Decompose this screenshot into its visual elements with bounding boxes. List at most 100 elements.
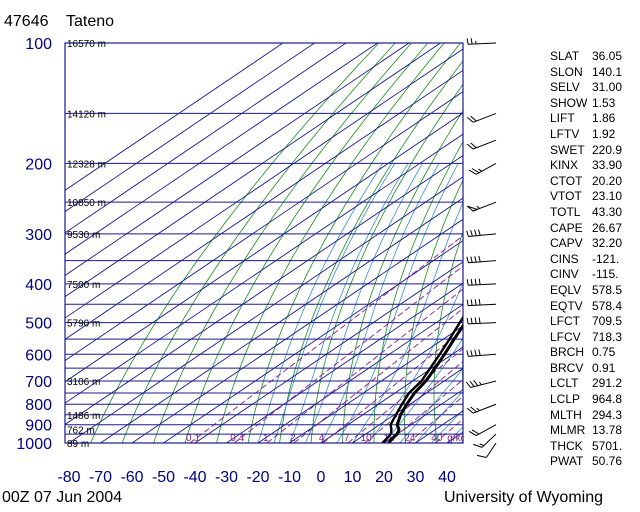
stat-row: CTOT 20.20 xyxy=(550,174,638,190)
stat-value: 13.78 xyxy=(592,423,623,438)
stat-row: CAPE 26.67 xyxy=(550,221,638,237)
wind-barb-staff xyxy=(472,403,497,414)
temperature-tick-label: -10 xyxy=(278,469,301,486)
wind-barb-flag xyxy=(466,350,469,357)
station-name: Tateno xyxy=(66,13,115,30)
stat-key: TOTL xyxy=(550,204,581,219)
wind-barbs xyxy=(466,38,497,458)
stat-row: BRCV 0.91 xyxy=(550,361,638,377)
stat-key: SELV xyxy=(550,80,580,95)
isotherm-line xyxy=(226,282,463,443)
stat-value: 33.90 xyxy=(592,158,623,173)
temperature-profile-line xyxy=(387,323,463,443)
isotherm-grid xyxy=(65,43,463,443)
stat-key: PWAT xyxy=(550,454,584,469)
wind-barb-half-flag xyxy=(475,40,477,45)
wind-barb-flag xyxy=(466,317,469,324)
height-label: 762 m xyxy=(67,425,95,436)
isotherm-line xyxy=(65,69,463,340)
wind-barb-flag xyxy=(466,256,469,263)
pressure-tick-label: 300 xyxy=(25,227,52,244)
stat-value: 291.2 xyxy=(592,376,623,391)
wind-barb xyxy=(466,255,497,264)
height-label: 1486 m xyxy=(67,411,100,422)
wind-barb-staff xyxy=(468,283,497,286)
stat-row: SLAT 36.05 xyxy=(550,49,638,65)
wind-barb-flag xyxy=(466,117,474,123)
height-label: 12328 m xyxy=(67,159,106,170)
moist-adiabat-line xyxy=(415,390,463,443)
stat-row: BRCH 0.75 xyxy=(550,345,638,361)
stat-value: 43.30 xyxy=(592,204,623,219)
height-label: 10850 m xyxy=(67,198,106,209)
mixing-ratio-label: 4 xyxy=(319,433,325,444)
wind-barb-half-flag xyxy=(479,443,485,446)
wind-barb-staff xyxy=(472,139,497,150)
wind-barb-flag xyxy=(470,406,477,413)
stat-row: SLON 140.1 xyxy=(550,65,638,81)
wind-barb-flag xyxy=(471,168,480,174)
wind-barb-flag xyxy=(470,317,473,324)
wind-barb-staff xyxy=(468,322,497,325)
stat-key: CINV xyxy=(550,267,579,282)
wind-barb-staff xyxy=(472,112,497,123)
wind-barb-flag xyxy=(466,38,469,45)
dry-adiabat-line xyxy=(121,43,396,443)
wind-barb-flag xyxy=(466,407,474,414)
stat-row: THCK 5701. xyxy=(550,439,638,455)
wind-barb xyxy=(466,38,497,45)
isotherm-line xyxy=(65,43,284,191)
stat-value: 0.91 xyxy=(592,360,616,375)
stat-key: MLMR xyxy=(550,423,586,438)
mixing-ratio-label: 1 xyxy=(263,433,269,444)
stat-value: 294.3 xyxy=(592,407,623,422)
isotherm-line xyxy=(65,91,463,362)
height-labels: 16570 m 14120 m 12328 m 10850 m 9530 m 7500 m… xyxy=(67,39,106,450)
temperature-tick-label: -60 xyxy=(120,469,143,486)
stat-value: -115. xyxy=(592,267,619,282)
wind-barb-half-flag xyxy=(476,407,480,411)
wind-barb-flag xyxy=(474,229,477,236)
isotherm-line xyxy=(352,367,463,443)
pressure-tick-label: 200 xyxy=(25,156,52,173)
temperature-tick-label: 20 xyxy=(375,469,393,486)
mixing-ratio-label: g/kg xyxy=(447,433,466,444)
stat-row: LCLP 964.8 xyxy=(550,392,638,408)
wind-barb-flag xyxy=(470,142,477,149)
stat-value: 32.20 xyxy=(592,236,623,251)
wind-barb xyxy=(476,442,497,458)
stat-value: 578.4 xyxy=(592,298,623,313)
stat-key: KINX xyxy=(550,158,579,173)
stat-value: 220.9 xyxy=(592,142,623,157)
stat-row: LFCV 718.3 xyxy=(550,330,638,346)
stat-key: SHOW xyxy=(550,95,588,110)
pressure-tick-label: 800 xyxy=(25,397,52,414)
wind-barb-flag xyxy=(474,317,477,324)
wind-barb-flag xyxy=(474,256,477,263)
wind-barb xyxy=(466,139,497,150)
stat-value: -121. xyxy=(592,251,620,266)
stat-value: 1.53 xyxy=(592,95,616,110)
wind-barb xyxy=(468,162,497,175)
temperature-tick-label: -70 xyxy=(89,469,112,486)
wind-barb-staff xyxy=(475,162,497,175)
stat-key: BRCV xyxy=(550,360,584,375)
wind-barb-flag xyxy=(474,299,477,306)
stat-key: LFCT xyxy=(550,314,580,329)
wind-barb-flag xyxy=(478,317,481,324)
stat-row: SHOW 1.53 xyxy=(550,96,638,112)
stat-value: 709.5 xyxy=(592,314,623,329)
wind-barb-flag xyxy=(473,443,483,448)
temperature-tick-label: -80 xyxy=(57,469,80,486)
mixing-ratio-label: 7 xyxy=(344,433,350,444)
wind-barb-staff xyxy=(475,424,497,437)
stat-value: 964.8 xyxy=(592,392,623,407)
stat-value: 1.86 xyxy=(592,111,616,126)
stat-key: EQLV xyxy=(550,282,582,297)
wind-barb xyxy=(466,317,497,325)
isotherm-line xyxy=(65,43,410,276)
stat-row: LFTV 1.92 xyxy=(550,127,638,143)
stat-key: LFCV xyxy=(550,329,581,344)
isotherm-line xyxy=(65,43,315,213)
pressure-tick-label: 700 xyxy=(25,374,52,391)
